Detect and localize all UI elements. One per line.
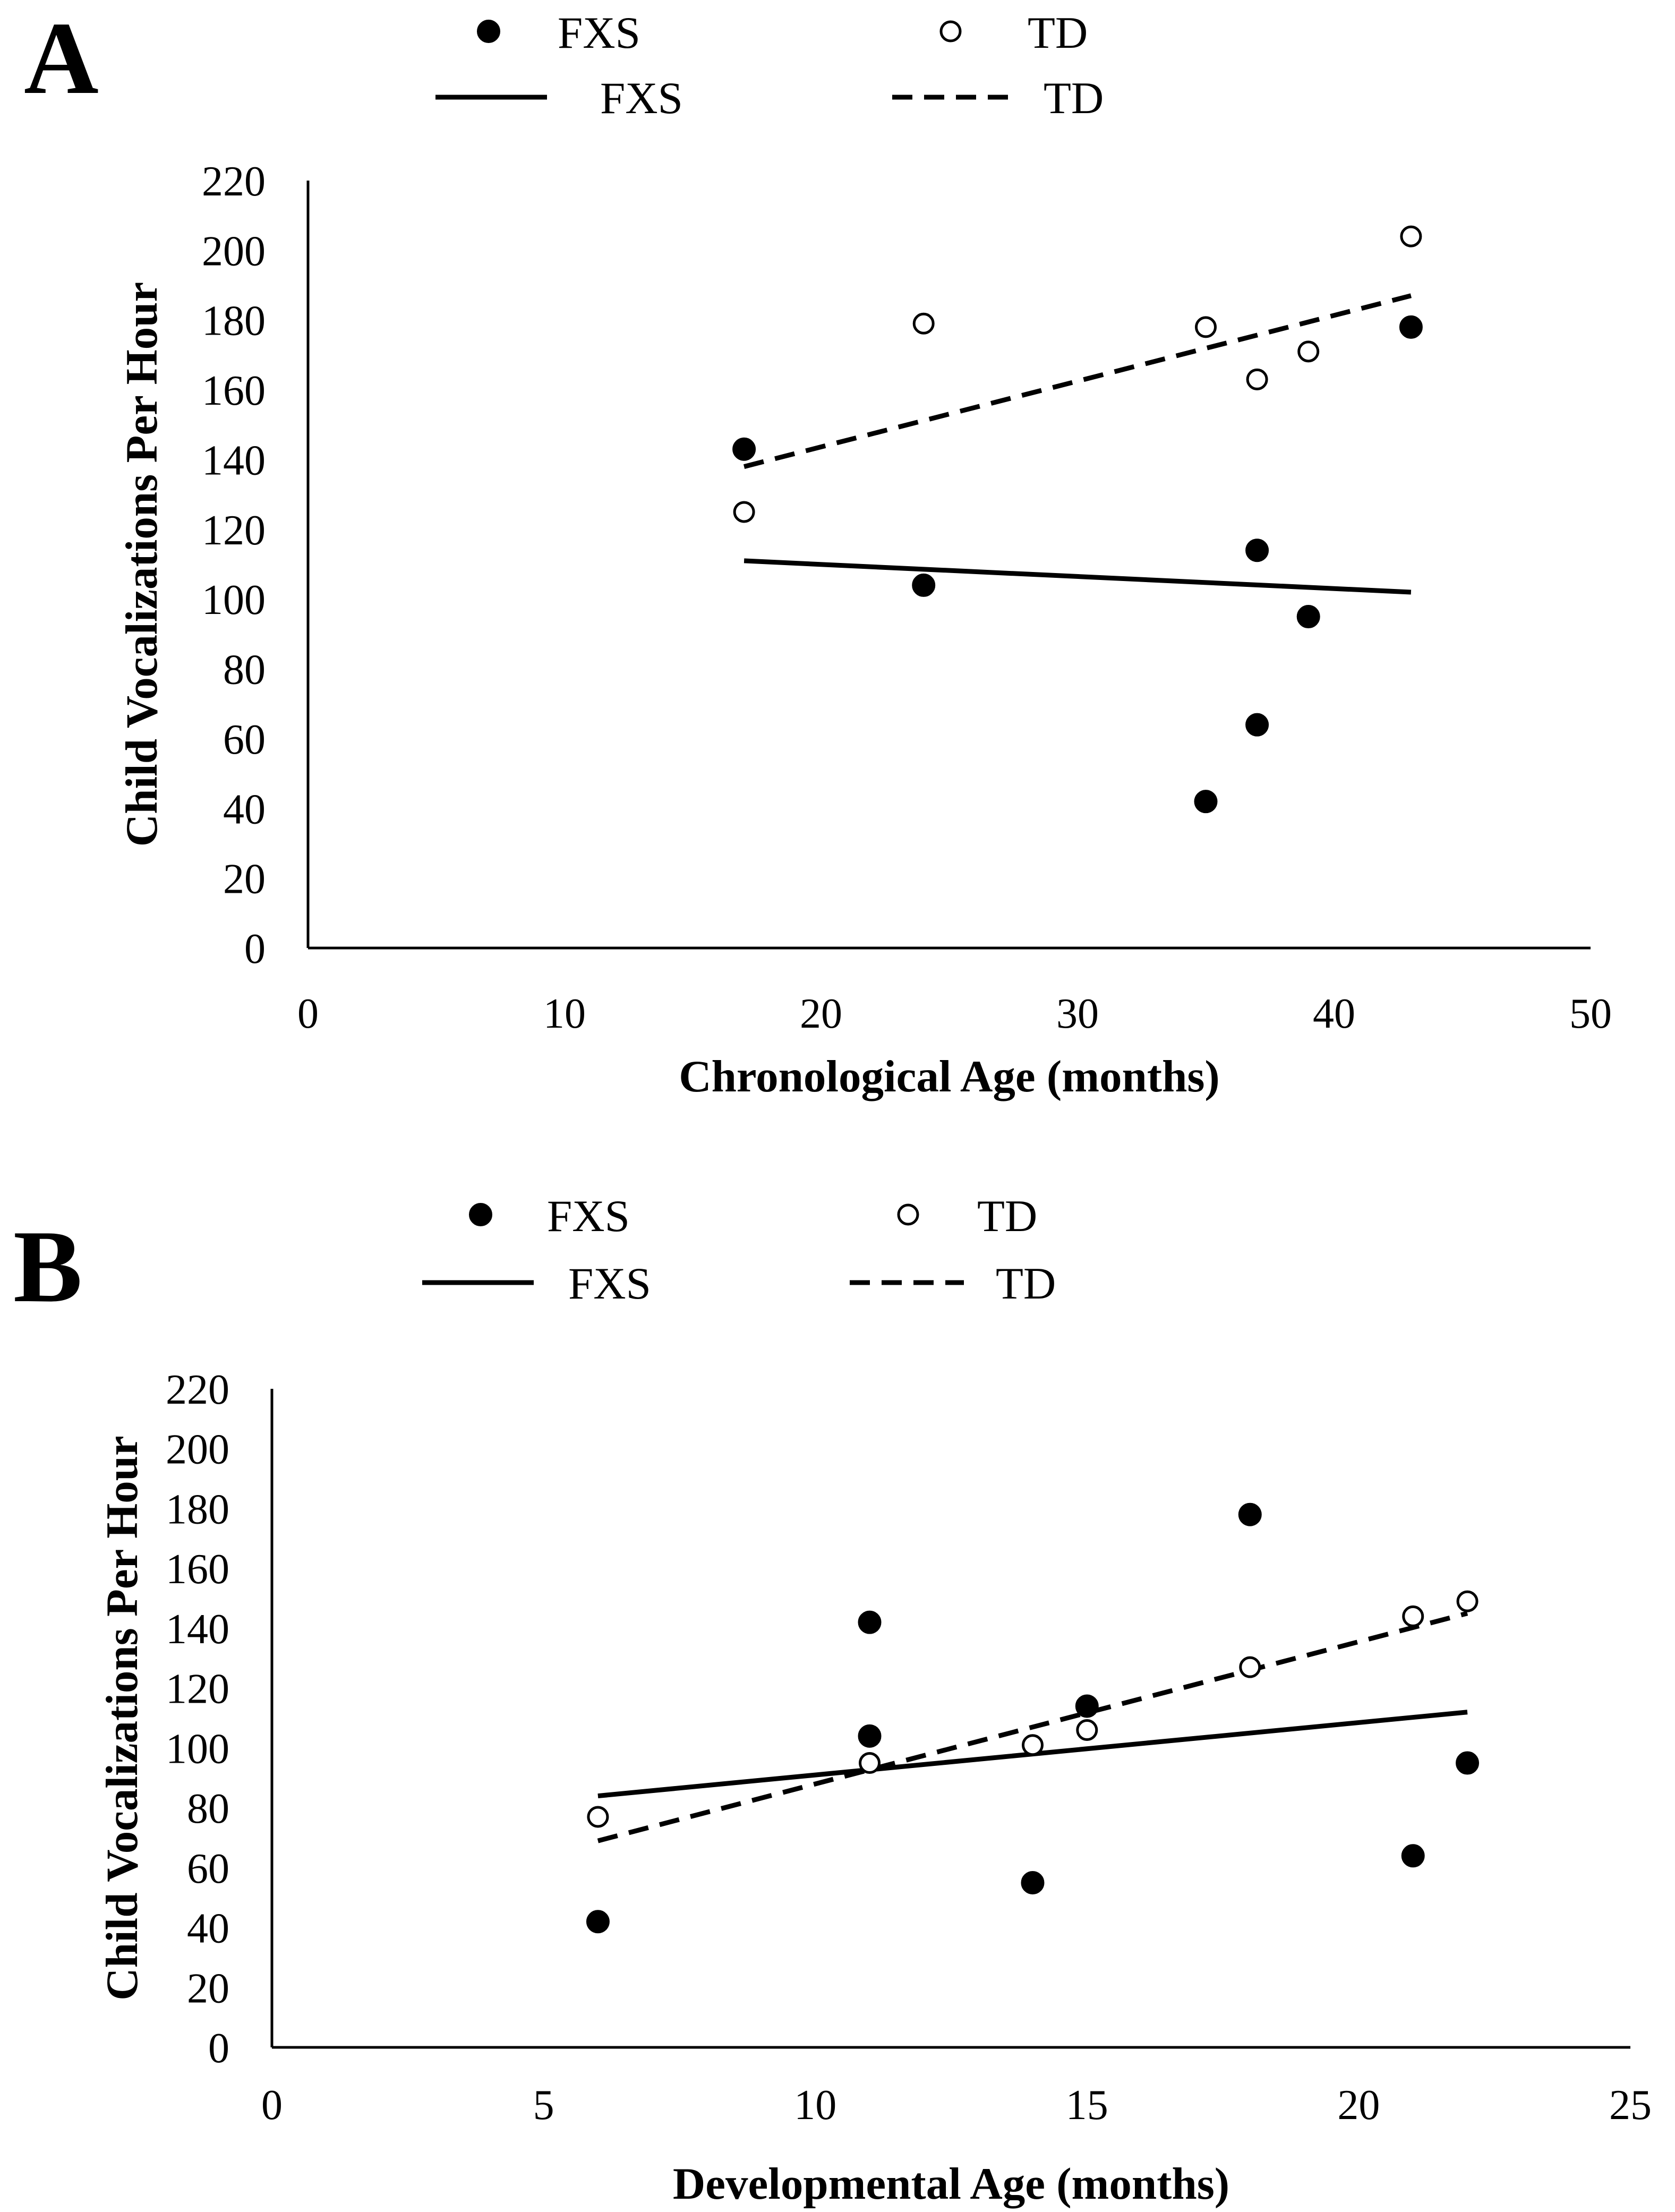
fxs-data-point [1194,790,1218,814]
td-data-point [859,1752,881,1774]
legend-fxs-marker-label: FXS [547,1191,630,1241]
fxs-data-point [586,1910,610,1934]
y-tick-label: 180 [202,298,266,345]
fxs-data-point [1021,1871,1045,1894]
x-tick-label: 5 [533,2082,554,2129]
legend-td-line-label: TD [996,1259,1056,1309]
fxs-data-point [1245,539,1269,562]
y-tick-label: 120 [202,507,266,554]
x-tick-label: 15 [1066,2082,1108,2129]
td-data-point [912,312,935,335]
fxs-data-point [858,1610,882,1634]
fxs-data-point [1399,315,1423,339]
td-data-point [1195,316,1217,338]
legend-td-marker-icon [897,1203,919,1226]
y-tick-label: 80 [223,647,266,694]
td-data-point [1239,1656,1261,1678]
fxs-data-point [1456,1751,1480,1775]
x-tick-label: 0 [297,990,319,1037]
y-tick-label: 120 [166,1666,229,1713]
x-tick-label: 25 [1609,2082,1652,2129]
y-tick-label: 40 [187,1906,229,1952]
x-tick-label: 50 [1569,990,1612,1037]
legend-fxs-marker-label: FXS [558,8,640,58]
td-data-point [587,1806,609,1828]
y-tick-label: 60 [223,716,266,763]
legend-fxs-marker-icon [469,1203,492,1226]
legend-td-marker-label: TD [1028,8,1088,58]
fxs-trendline [744,558,1412,595]
y-tick-label: 140 [166,1606,229,1653]
x-tick-label: 40 [1313,990,1355,1037]
x-tick-label: 10 [794,2082,836,2129]
y-tick-label: 180 [166,1486,229,1533]
td-data-point [1246,368,1268,390]
td-data-point [1400,225,1422,247]
td-trendline [597,1611,1468,1843]
legend-td-marker-icon [939,20,962,42]
y-tick-label: 60 [187,1846,229,1892]
td-data-point [1076,1719,1098,1741]
y-tick-label: 200 [202,228,266,275]
legend-fxs-line-label: FXS [600,73,683,123]
y-tick-label: 100 [166,1726,229,1772]
fxs-data-point [912,573,936,597]
x-tick-label: 20 [800,990,842,1037]
x-axis-title: Developmental Age (months) [673,2159,1229,2209]
td-data-point [1402,1605,1424,1627]
fxs-data-point [858,1724,882,1748]
y-tick-label: 220 [202,158,266,205]
y-tick-label: 220 [166,1367,229,1413]
td-data-point [1021,1734,1044,1756]
y-tick-label: 80 [187,1786,229,1832]
y-tick-label: 140 [202,437,266,484]
y-tick-label: 20 [223,856,266,903]
fxs-data-point [1245,713,1269,737]
y-tick-label: 160 [166,1546,229,1593]
x-axis-title: Chronological Age (months) [679,1052,1219,1101]
fxs-data-point [1075,1694,1099,1718]
y-tick-label: 0 [244,926,266,972]
td-data-point [733,501,755,523]
y-tick-label: 100 [202,577,266,624]
fxs-data-point [1238,1502,1262,1526]
legend-td-line-label: TD [1044,73,1104,123]
td-trendline [743,293,1412,469]
y-tick-label: 160 [202,368,266,414]
x-tick-label: 0 [261,2082,283,2129]
td-data-point [1456,1590,1479,1612]
td-data-point [1297,340,1320,363]
legend-fxs-marker-icon [477,20,500,43]
fxs-data-point [732,437,756,461]
fxs-data-point [1296,605,1320,629]
legend-td-marker-label: TD [977,1191,1037,1241]
y-axis-title: Child Vocalizations Per Hour [117,282,167,847]
legend-fxs-line-label: FXS [568,1259,651,1309]
x-tick-label: 10 [543,990,586,1037]
panel-label: B [13,1209,82,1324]
panel-label: A [24,1,99,116]
x-tick-label: 20 [1337,2082,1380,2129]
y-tick-label: 0 [208,2025,229,2072]
fxs-data-point [1401,1844,1425,1868]
y-tick-label: 200 [166,1427,229,1473]
y-axis-title: Child Vocalizations Per Hour [97,1436,147,2000]
y-tick-label: 40 [223,786,266,833]
x-tick-label: 30 [1056,990,1099,1037]
y-tick-label: 20 [187,1965,229,2012]
